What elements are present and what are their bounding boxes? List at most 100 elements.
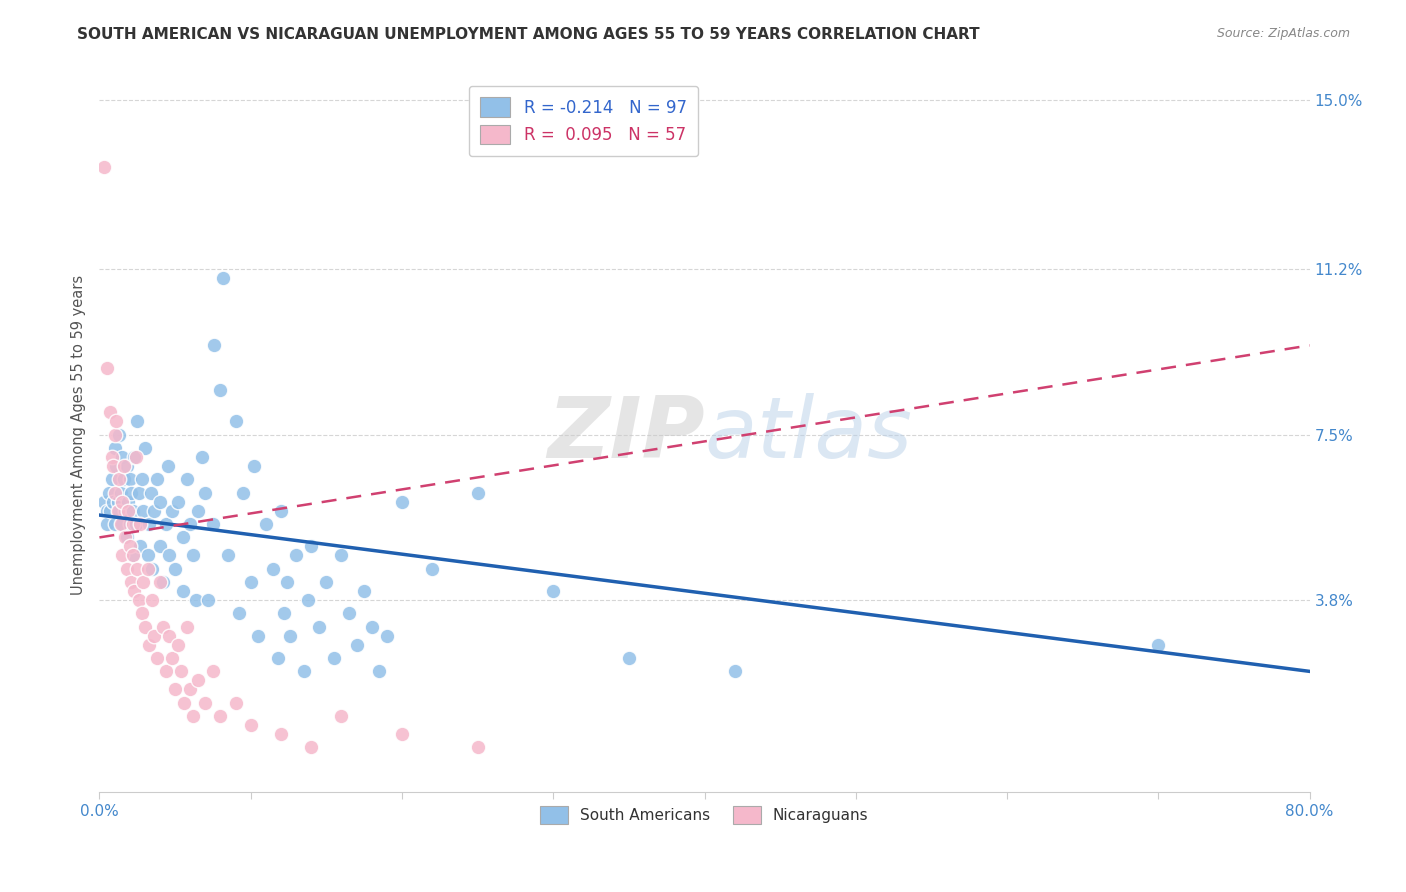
- Point: [242, 458, 264, 473]
- Point: [111, 494, 134, 508]
- Point: [149, 575, 172, 590]
- Point: [129, 539, 152, 553]
- Point: [201, 665, 224, 679]
- Point: [141, 593, 163, 607]
- Point: [292, 665, 315, 679]
- Point: [1147, 638, 1170, 652]
- Point: [110, 485, 132, 500]
- Point: [160, 651, 183, 665]
- Point: [139, 485, 162, 500]
- Point: [100, 472, 122, 486]
- Point: [134, 441, 156, 455]
- Point: [103, 427, 125, 442]
- Point: [134, 620, 156, 634]
- Point: [105, 414, 128, 428]
- Point: [115, 562, 138, 576]
- Point: [391, 727, 413, 741]
- Point: [155, 516, 177, 531]
- Point: [543, 584, 565, 599]
- Point: [160, 503, 183, 517]
- Point: [391, 494, 413, 508]
- Point: [96, 360, 118, 375]
- Point: [337, 607, 360, 621]
- Point: [111, 549, 134, 563]
- Point: [285, 549, 308, 563]
- Point: [114, 530, 136, 544]
- Point: [232, 485, 254, 500]
- Point: [117, 494, 139, 508]
- Point: [368, 665, 391, 679]
- Point: [262, 562, 284, 576]
- Point: [138, 516, 160, 531]
- Point: [115, 530, 138, 544]
- Legend: South Americans, Nicaraguans: South Americans, Nicaraguans: [530, 796, 879, 834]
- Point: [127, 562, 149, 576]
- Point: [170, 665, 193, 679]
- Point: [165, 562, 187, 576]
- Point: [128, 593, 150, 607]
- Point: [308, 620, 330, 634]
- Point: [103, 441, 125, 455]
- Point: [105, 458, 128, 473]
- Point: [142, 629, 165, 643]
- Point: [209, 709, 232, 723]
- Point: [176, 472, 198, 486]
- Text: atlas: atlas: [704, 393, 912, 476]
- Point: [191, 450, 214, 464]
- Point: [141, 562, 163, 576]
- Point: [93, 494, 115, 508]
- Point: [146, 472, 169, 486]
- Point: [121, 549, 143, 563]
- Point: [172, 530, 194, 544]
- Point: [299, 539, 322, 553]
- Point: [212, 271, 235, 285]
- Text: SOUTH AMERICAN VS NICARAGUAN UNEMPLOYMENT AMONG AGES 55 TO 59 YEARS CORRELATION : SOUTH AMERICAN VS NICARAGUAN UNEMPLOYMEN…: [77, 27, 980, 42]
- Point: [111, 450, 134, 464]
- Point: [96, 516, 118, 531]
- Point: [108, 503, 131, 517]
- Y-axis label: Unemployment Among Ages 55 to 59 years: Unemployment Among Ages 55 to 59 years: [72, 275, 86, 595]
- Point: [128, 485, 150, 500]
- Point: [330, 709, 353, 723]
- Point: [121, 503, 143, 517]
- Point: [467, 485, 489, 500]
- Point: [100, 450, 122, 464]
- Point: [322, 651, 344, 665]
- Point: [110, 516, 132, 531]
- Point: [315, 575, 337, 590]
- Point: [187, 673, 209, 688]
- Point: [131, 472, 153, 486]
- Point: [118, 539, 141, 553]
- Point: [157, 549, 180, 563]
- Point: [108, 472, 131, 486]
- Point: [420, 562, 443, 576]
- Point: [360, 620, 382, 634]
- Point: [194, 485, 217, 500]
- Point: [111, 516, 134, 531]
- Point: [467, 740, 489, 755]
- Point: [724, 665, 747, 679]
- Point: [217, 549, 239, 563]
- Point: [330, 549, 353, 563]
- Point: [194, 696, 217, 710]
- Point: [187, 503, 209, 517]
- Point: [101, 458, 124, 473]
- Point: [97, 485, 120, 500]
- Point: [270, 727, 292, 741]
- Point: [103, 516, 125, 531]
- Point: [125, 450, 148, 464]
- Point: [273, 607, 295, 621]
- Point: [173, 696, 195, 710]
- Text: Source: ZipAtlas.com: Source: ZipAtlas.com: [1216, 27, 1350, 40]
- Point: [121, 549, 143, 563]
- Point: [114, 503, 136, 517]
- Point: [101, 494, 124, 508]
- Point: [186, 593, 208, 607]
- Point: [108, 427, 131, 442]
- Text: ZIP: ZIP: [547, 393, 704, 476]
- Point: [165, 682, 187, 697]
- Point: [138, 638, 160, 652]
- Point: [136, 549, 159, 563]
- Point: [617, 651, 640, 665]
- Point: [225, 414, 247, 428]
